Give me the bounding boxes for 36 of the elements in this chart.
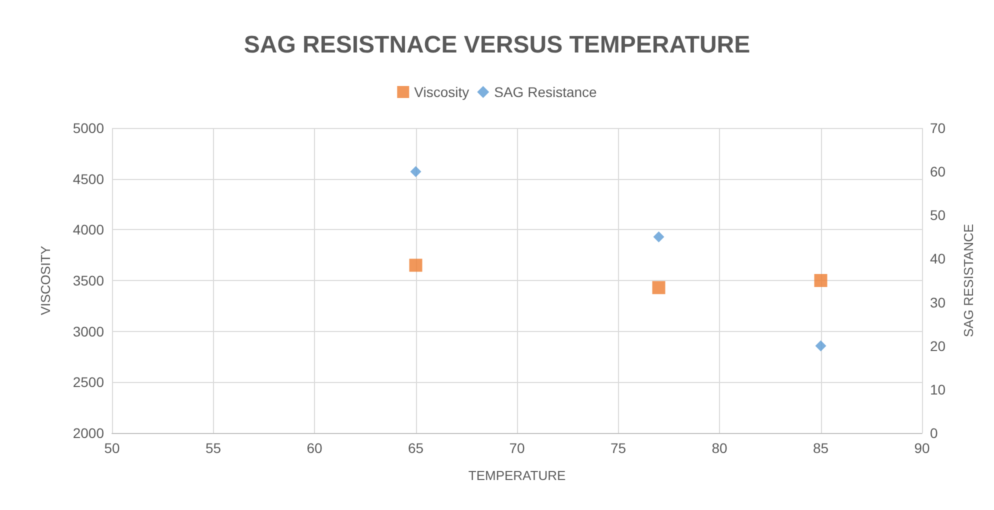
y-tick-label: 4500 (72, 170, 104, 187)
y2-tick-label: 30 (930, 294, 946, 310)
x-tick-label: 90 (914, 440, 930, 456)
y2-tick-label: 20 (930, 338, 946, 354)
y2-tick-label: 0 (930, 425, 938, 441)
y-tick-label: 4000 (72, 222, 104, 238)
y2-tick-label: 40 (930, 250, 946, 267)
point (410, 166, 422, 178)
point (652, 281, 666, 294)
point (814, 274, 828, 287)
point (653, 231, 664, 242)
x-tick-label: 55 (205, 440, 222, 456)
y2-tick-label: 60 (930, 164, 946, 180)
y2-tick-label: 50 (930, 207, 946, 224)
legend-label: SAG Resistance (494, 84, 598, 100)
x-tick-label: 65 (408, 440, 424, 456)
legend-label: Viscosity (414, 84, 470, 100)
x-tick-label: 85 (812, 440, 829, 456)
y-axis-title: VISCOSITY (38, 246, 53, 316)
y-tick-label: 2500 (72, 374, 104, 390)
y-tick-label: 5000 (72, 120, 104, 136)
chart-title: SAG RESISTNACE VERSUS TEMPERATURE (244, 32, 750, 58)
y-tick-label: 3000 (72, 323, 104, 340)
y2-axis-title: SAG RESISTANCE (961, 224, 976, 338)
x-tick-label: 70 (509, 440, 525, 456)
x-axis-title: TEMPERATURE (468, 468, 566, 483)
point (409, 258, 422, 272)
x-tick-label: 80 (712, 440, 728, 456)
x-tick-label: 60 (306, 440, 322, 456)
x-tick-label: 75 (610, 440, 626, 456)
y-tick-label: 2000 (72, 425, 104, 441)
y2-tick-label: 10 (930, 381, 946, 398)
y-tick-label: 3500 (72, 272, 104, 288)
point (815, 340, 826, 352)
x-tick-label: 50 (104, 440, 120, 456)
y2-tick-label: 70 (930, 120, 946, 136)
